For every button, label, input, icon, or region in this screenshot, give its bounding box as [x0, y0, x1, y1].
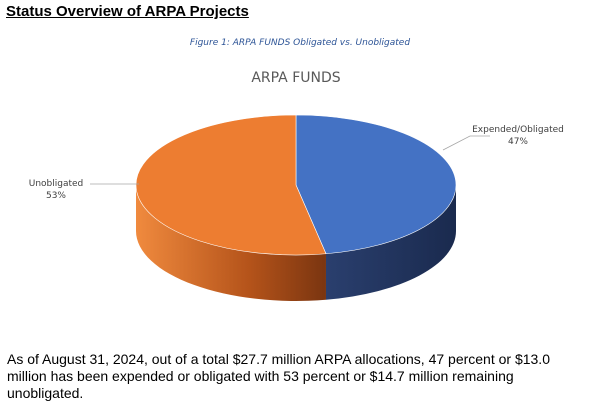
pie-slice-unobligated — [135, 114, 327, 256]
pie-chart: ARPA FUNDS Expended/Obligated 47% Unobliga… — [29, 70, 564, 301]
leader-line-0 — [442, 135, 490, 151]
pie-slice-side-0 — [325, 185, 456, 300]
slice-label-pct-0: 47% — [508, 137, 528, 147]
pie-slice-expended-obligated — [295, 114, 457, 255]
pie-slice-side-1 — [136, 185, 326, 301]
slice-label-name-0: Expended/Obligated — [472, 125, 564, 135]
figure-caption: Figure 1: ARPA FUNDS Obligated vs. Unobl… — [189, 38, 411, 48]
slice-label-name-1: Unobligated — [29, 179, 84, 189]
page-heading: Status Overview of ARPA Projects — [6, 3, 249, 20]
slice-label-pct-1: 53% — [46, 191, 66, 201]
summary-paragraph: As of August 31, 2024, out of a total $2… — [7, 351, 550, 401]
chart-title: ARPA FUNDS — [251, 70, 340, 86]
